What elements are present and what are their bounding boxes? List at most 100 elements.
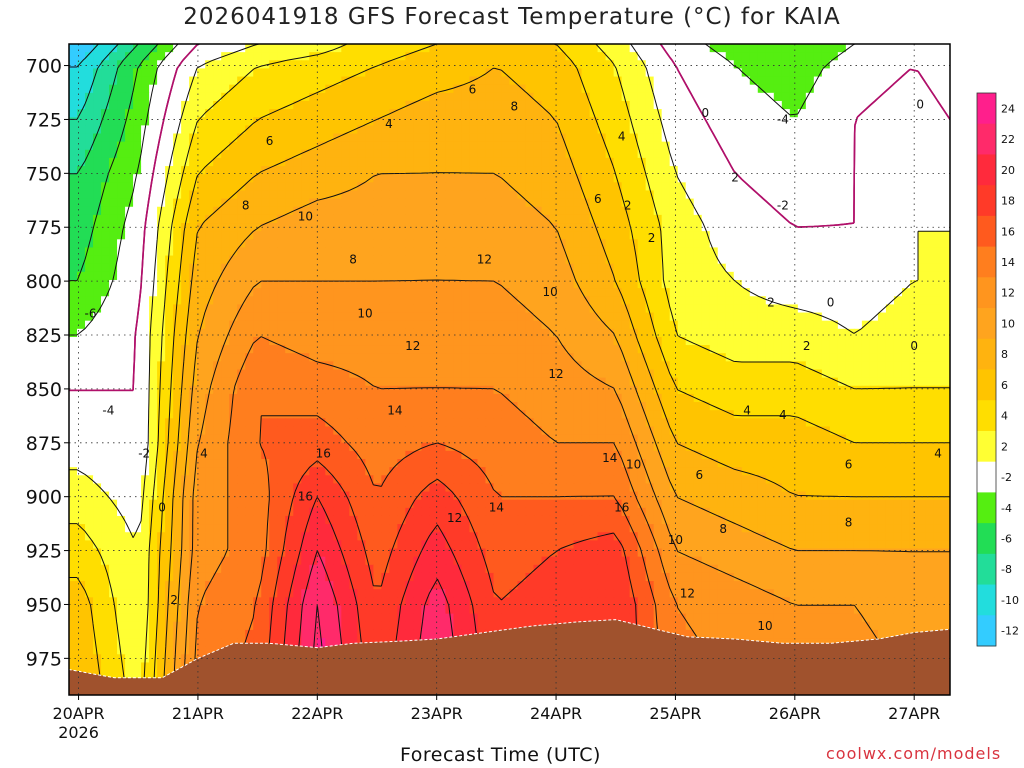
field-cell xyxy=(533,198,543,208)
field-cell xyxy=(237,214,246,224)
field-cell xyxy=(925,100,935,110)
field-cell xyxy=(109,60,118,70)
field-cell xyxy=(101,52,110,61)
field-cell xyxy=(325,60,334,70)
field-cell xyxy=(717,133,727,143)
field-cell xyxy=(733,76,743,86)
field-cell xyxy=(517,166,527,175)
field-cell xyxy=(197,304,206,314)
field-cell xyxy=(781,190,791,200)
field-cell xyxy=(893,296,903,305)
field-cell xyxy=(261,263,270,273)
field-cell xyxy=(629,174,639,183)
field-cell xyxy=(701,166,711,175)
field-cell xyxy=(901,109,911,118)
field-cell xyxy=(941,182,950,192)
field-cell xyxy=(101,410,110,419)
field-cell xyxy=(189,214,198,224)
field-cell xyxy=(933,304,943,314)
field-cell xyxy=(381,369,390,379)
field-cell xyxy=(189,92,198,102)
field-cell xyxy=(669,231,679,240)
field-cell xyxy=(685,223,695,232)
field-cell xyxy=(877,117,887,126)
field-cell xyxy=(157,214,166,224)
field-cell xyxy=(845,393,855,403)
field-cell xyxy=(597,353,607,362)
field-cell xyxy=(141,157,150,167)
field-cell xyxy=(813,100,823,110)
field-cell xyxy=(317,149,326,159)
field-cell xyxy=(349,377,358,387)
field-cell xyxy=(789,52,799,61)
field-cell xyxy=(261,312,270,322)
field-cell xyxy=(677,369,687,379)
field-cell xyxy=(181,239,190,249)
field-cell xyxy=(645,345,655,354)
field-cell xyxy=(157,263,166,273)
field-cell xyxy=(621,214,631,224)
field-cell xyxy=(501,76,511,86)
field-cell xyxy=(149,239,158,249)
field-cell xyxy=(77,76,86,86)
field-cell xyxy=(325,92,334,102)
field-cell xyxy=(485,52,495,61)
field-cell xyxy=(453,288,463,297)
field-cell xyxy=(557,125,567,135)
field-cell xyxy=(837,44,847,53)
field-cell xyxy=(613,239,623,249)
field-cell xyxy=(661,206,671,216)
field-cell xyxy=(405,369,414,379)
field-cell xyxy=(229,288,238,297)
field-cell xyxy=(85,109,94,118)
field-cell xyxy=(893,385,903,395)
field-cell xyxy=(229,402,238,411)
field-cell xyxy=(261,174,270,183)
field-cell xyxy=(317,174,326,183)
field-cell xyxy=(493,345,503,354)
field-cell xyxy=(709,44,719,53)
field-cell xyxy=(821,60,831,70)
field-cell xyxy=(301,345,310,354)
field-cell xyxy=(757,402,767,411)
field-cell xyxy=(797,166,807,175)
field-cell xyxy=(373,263,382,273)
field-cell xyxy=(645,206,655,216)
field-cell xyxy=(765,198,775,208)
field-cell xyxy=(269,402,278,411)
field-cell xyxy=(925,44,935,53)
field-cell xyxy=(501,263,511,273)
field-cell xyxy=(637,117,647,126)
field-cell xyxy=(341,60,350,70)
field-cell xyxy=(893,44,903,53)
field-cell xyxy=(909,206,919,216)
field-cell xyxy=(397,296,406,305)
field-cell xyxy=(181,304,190,314)
field-cell xyxy=(685,125,695,135)
field-cell xyxy=(485,174,495,183)
field-cell xyxy=(365,76,374,86)
field-cell xyxy=(693,68,703,78)
field-cell xyxy=(733,68,743,78)
field-cell xyxy=(221,60,230,70)
field-cell xyxy=(613,369,623,379)
field-cell xyxy=(469,361,479,371)
field-cell xyxy=(741,190,751,200)
field-cell xyxy=(189,149,198,159)
field-cell xyxy=(565,393,575,403)
field-cell xyxy=(829,60,839,70)
field-cell xyxy=(853,255,863,265)
field-cell xyxy=(917,133,927,143)
field-cell xyxy=(829,125,839,135)
field-cell xyxy=(749,100,759,110)
field-cell xyxy=(437,312,447,322)
field-cell xyxy=(829,263,839,273)
field-cell xyxy=(477,174,487,183)
field-cell xyxy=(69,44,78,53)
field-cell xyxy=(701,353,711,362)
field-cell xyxy=(437,60,447,70)
field-cell xyxy=(325,255,334,265)
field-cell xyxy=(909,312,919,322)
field-cell xyxy=(413,361,422,371)
field-cell xyxy=(773,166,783,175)
